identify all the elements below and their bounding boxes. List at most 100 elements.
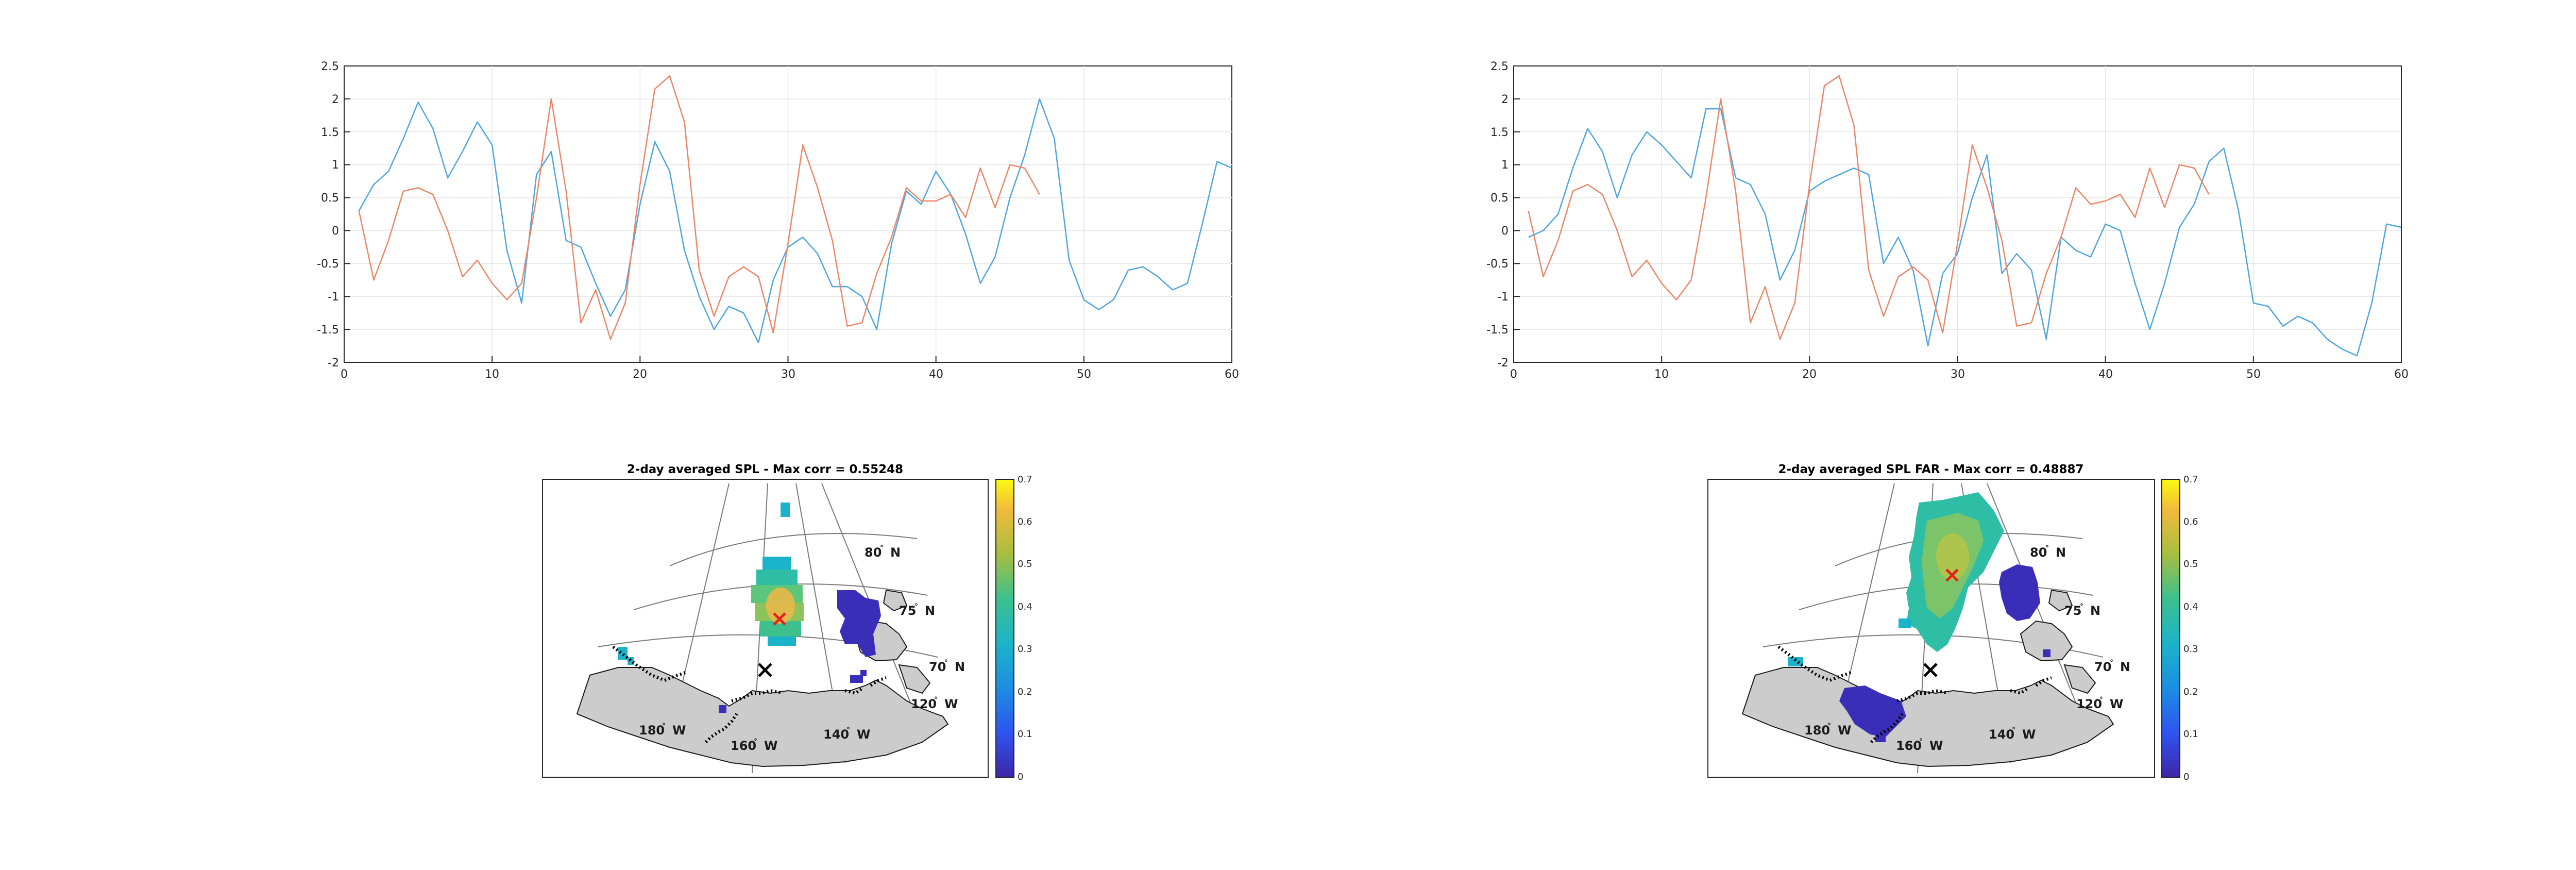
heatmap-cell (618, 647, 628, 660)
max-corr-marker (773, 612, 786, 626)
heatmap-cell (1899, 618, 1911, 628)
x-tick-label: 40 (929, 368, 943, 381)
svg-text:160: 160 (1896, 739, 1922, 753)
y-tick-label: 2.5 (1490, 60, 1509, 73)
y-tick-labels: -2 -1.5 -1 -0.5 0 0.5 1 1.5 2 2.5 (1486, 60, 1509, 370)
map-panel-2: 2-day averaged SPL FAR - Max corr = 0.48… (1707, 463, 2198, 782)
svg-text:N: N (925, 604, 935, 618)
colorbar-tick-label: 0 (2183, 772, 2189, 782)
low-corr-patch (2043, 649, 2050, 657)
series-line-2 (1528, 75, 2210, 340)
y-tick-label: 2 (332, 93, 339, 106)
y-tick-label: -0.5 (317, 258, 339, 271)
land-island (898, 664, 931, 694)
y-tick-label: 0.5 (1490, 192, 1509, 205)
station-dots (1777, 645, 2052, 744)
colorbar-gradient (995, 479, 1014, 778)
y-tick-label: -2 (1497, 357, 1509, 370)
x-tick-label: 30 (781, 368, 795, 381)
line-chart-2: 0 10 20 30 40 50 60 -2 -1.5 -1 -0.5 0 0.… (1486, 60, 2409, 381)
y-tick-label: 2 (1501, 93, 1509, 106)
svg-text:°: ° (2080, 603, 2083, 611)
y-tick-label: -0.5 (1486, 258, 1509, 271)
latitude-label-75: 75 ° N (2064, 603, 2100, 618)
svg-text:180: 180 (1804, 723, 1830, 738)
x-tick-label: 50 (2246, 368, 2261, 381)
station-track (870, 676, 887, 687)
colorbar-tick-label: 0 (1018, 772, 1023, 782)
svg-text:°: ° (2045, 544, 2049, 553)
svg-text:°: ° (914, 603, 918, 611)
x-tick-label: 60 (2394, 368, 2409, 381)
grid (1513, 65, 2402, 363)
station-track (2035, 676, 2052, 687)
longitude-label-120: 120 ° W (911, 696, 958, 711)
colorbar-tick-label: 0.4 (2183, 601, 2198, 612)
svg-text:°: ° (2012, 726, 2015, 734)
svg-text:W: W (1838, 723, 1851, 738)
y-tick-label: -1.5 (1486, 324, 1509, 337)
colorbar-tick-label: 0.2 (2183, 687, 2198, 697)
colorbar-tick-label: 0.2 (1018, 687, 1032, 697)
station-dots (612, 645, 887, 744)
series-lines (358, 75, 1232, 343)
grid (344, 65, 1232, 363)
svg-text:N: N (2090, 604, 2100, 618)
svg-text:70: 70 (2094, 660, 2111, 674)
station-x-marker (758, 663, 772, 677)
longitude-label-180: 180 ° W (639, 722, 686, 738)
x-tick-label: 10 (1654, 368, 1669, 381)
svg-text:N: N (890, 545, 901, 560)
heatmap-cell (762, 557, 791, 570)
svg-text:160: 160 (731, 739, 756, 753)
svg-text:°: ° (2099, 696, 2103, 704)
y-tick-labels: -2 -1.5 -1 -0.5 0 0.5 1 1.5 2 2.5 (317, 60, 339, 370)
longitude-label-140: 140 ° W (1989, 726, 2036, 742)
y-tick-label: 1.5 (1490, 126, 1509, 139)
low-corr-patch (1839, 685, 1906, 737)
svg-text:180: 180 (639, 723, 665, 738)
map-content: 80 ° N 75 ° N 70 ° N 120 ° W 180 ° (1741, 483, 2130, 774)
low-corr-patch (719, 705, 726, 713)
y-tick-label: -1 (328, 291, 339, 304)
land-island (2048, 589, 2073, 612)
x-tick-label: 30 (1951, 368, 1965, 381)
series-line-1 (1528, 108, 2402, 357)
y-tick-label: -1 (1497, 291, 1509, 304)
y-tick-label: -1.5 (317, 324, 339, 337)
y-tick-label: 1 (332, 159, 339, 172)
svg-text:°: ° (846, 726, 850, 734)
colorbar-gradient (2161, 479, 2180, 778)
svg-text:W: W (2022, 727, 2036, 742)
station-track (844, 687, 864, 695)
svg-text:°: ° (880, 544, 884, 553)
land-island (883, 589, 908, 612)
svg-text:75: 75 (2064, 604, 2081, 618)
colorbar-tick-label: 0.5 (1018, 559, 1032, 570)
low-corr-patch (860, 670, 867, 676)
low-corr-patches (719, 590, 881, 713)
longitude-label-120: 120 ° W (2076, 696, 2123, 711)
line-chart-1: 0 10 20 30 40 50 60 -2 -1.5 -1 -0.5 0 0.… (317, 60, 1239, 381)
svg-text:°: ° (2110, 659, 2113, 667)
svg-text:75: 75 (899, 604, 916, 618)
x-tick-label: 0 (341, 368, 348, 381)
x-tick-label: 20 (633, 368, 647, 381)
svg-text:140: 140 (1989, 727, 2014, 742)
svg-text:N: N (2056, 545, 2066, 560)
svg-text:W: W (672, 723, 686, 738)
y-tick-label: 0 (1501, 225, 1509, 238)
x-tick-labels: 0 10 20 30 40 50 60 (341, 368, 1239, 381)
colorbar-tick-label: 0.7 (1018, 474, 1032, 485)
svg-text:N: N (955, 660, 965, 674)
svg-text:°: ° (934, 696, 938, 704)
svg-text:120: 120 (2076, 697, 2102, 711)
station-track (2010, 687, 2029, 695)
svg-text:140: 140 (823, 727, 849, 742)
svg-text:°: ° (1919, 738, 1923, 746)
y-tick-label: -2 (328, 357, 339, 370)
low-corr-patch (850, 675, 863, 683)
y-tick-label: 2.5 (321, 60, 339, 73)
x-tick-label: 0 (1510, 368, 1517, 381)
